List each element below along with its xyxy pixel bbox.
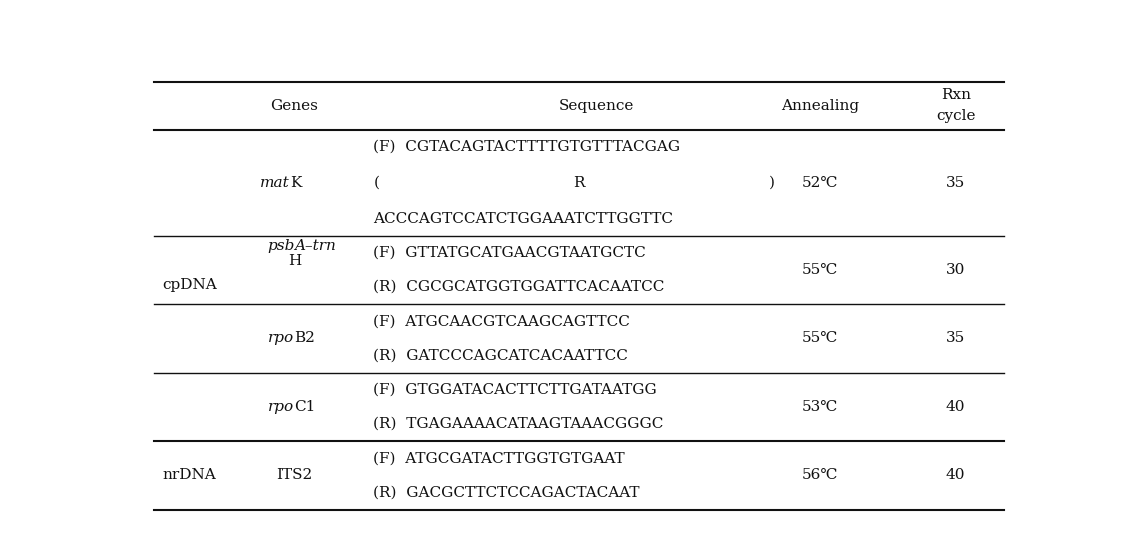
Text: (F)  ATGCGATACTTGGTGTGAAT: (F) ATGCGATACTTGGTGTGAAT: [373, 451, 625, 465]
Text: (R)  TGAGAAAACATAAGTAAACGGGC: (R) TGAGAAAACATAAGTAAACGGGC: [373, 417, 663, 431]
Text: 52℃: 52℃: [802, 176, 838, 190]
Text: Genes: Genes: [270, 99, 319, 113]
Text: ACCCAGTCCATCTGGAAATCTTGGTTC: ACCCAGTCCATCTGGAAATCTTGGTTC: [373, 211, 673, 225]
Text: 55℃: 55℃: [802, 331, 838, 345]
Text: A–trn: A–trn: [295, 239, 337, 253]
Text: 55℃: 55℃: [802, 263, 838, 277]
Text: rpo: rpo: [269, 331, 295, 345]
Text: 56℃: 56℃: [802, 468, 838, 482]
Text: B2: B2: [295, 331, 315, 345]
Text: cpDNA: cpDNA: [162, 279, 217, 292]
Text: (F)  GTGGATACACTTCTTGATAATGG: (F) GTGGATACACTTCTTGATAATGG: [373, 383, 657, 397]
Text: R: R: [573, 176, 585, 190]
Text: (F)  CGTACAGTACTTTTGTGTTTACGAG: (F) CGTACAGTACTTTTGTGTTTACGAG: [373, 140, 680, 154]
Text: 53℃: 53℃: [802, 400, 838, 414]
Text: psb: psb: [267, 239, 295, 253]
Text: K: K: [290, 176, 302, 190]
Text: (F)  GTTATGCATGAACGTAATGCTC: (F) GTTATGCATGAACGTAATGCTC: [373, 246, 646, 260]
Text: C1: C1: [295, 400, 316, 414]
Text: H: H: [288, 254, 301, 268]
Text: cycle: cycle: [936, 109, 975, 123]
Text: (R)  CGCGCATGGTGGATTCACAATCC: (R) CGCGCATGGTGGATTCACAATCC: [373, 280, 664, 294]
Text: 35: 35: [946, 176, 965, 190]
Text: 35: 35: [946, 331, 965, 345]
Text: ITS2: ITS2: [277, 468, 313, 482]
Text: Annealing: Annealing: [781, 99, 859, 113]
Text: mat: mat: [260, 176, 290, 190]
Text: Rxn: Rxn: [940, 88, 971, 102]
Text: ): ): [768, 176, 775, 190]
Text: (F)  ATGCAACGTCAAGCAGTTCC: (F) ATGCAACGTCAAGCAGTTCC: [373, 314, 631, 328]
Text: (: (: [373, 176, 380, 190]
Text: (R)  GACGCTTCTCCAGACTACAAT: (R) GACGCTTCTCCAGACTACAAT: [373, 486, 640, 499]
Text: nrDNA: nrDNA: [163, 468, 216, 482]
Text: Sequence: Sequence: [559, 99, 634, 113]
Text: 40: 40: [946, 468, 965, 482]
Text: (R)  GATCCCAGCATCACAATTCC: (R) GATCCCAGCATCACAATTCC: [373, 349, 628, 363]
Text: 30: 30: [946, 263, 965, 277]
Text: rpo: rpo: [269, 400, 295, 414]
Text: 40: 40: [946, 400, 965, 414]
